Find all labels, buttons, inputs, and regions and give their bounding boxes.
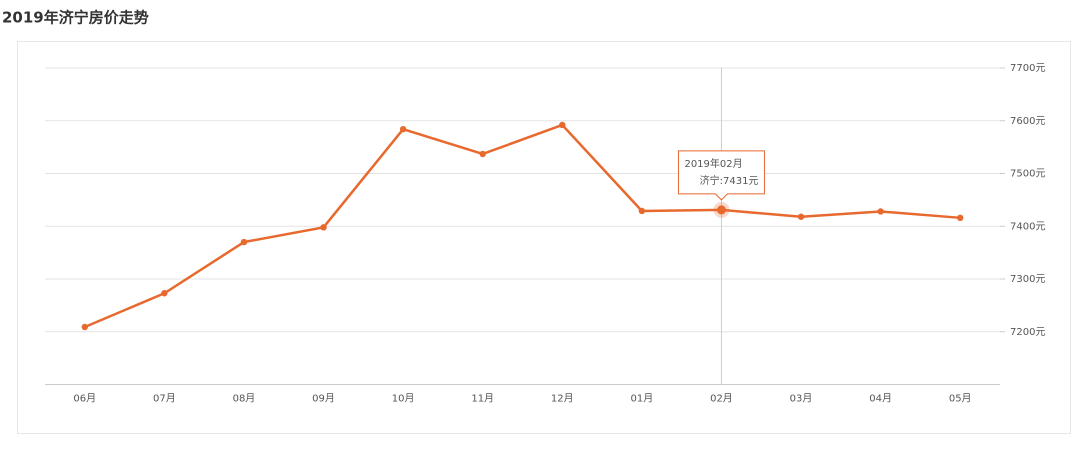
x-tick-label: 12月	[551, 393, 574, 405]
x-tick-label: 05月	[949, 393, 972, 405]
point	[877, 208, 884, 215]
x-tick-label: 01月	[631, 393, 654, 405]
tooltip-label: 济宁:7431元	[700, 174, 759, 187]
x-tick-label: 04月	[869, 393, 892, 405]
point	[957, 214, 964, 222]
y-tick-label: 7300元	[1010, 274, 1045, 285]
point	[716, 205, 726, 215]
y-tick-label: 7400元	[1010, 221, 1045, 232]
point	[81, 323, 88, 331]
point	[240, 238, 248, 246]
point	[161, 290, 168, 297]
point	[399, 125, 407, 133]
x-tick-label: 09月	[312, 393, 335, 405]
y-tick-label: 7700元	[1010, 63, 1045, 74]
y-tick-label: 7600元	[1010, 116, 1045, 127]
x-tick-label: 10月	[392, 393, 415, 405]
y-tick-label: 7500元	[1010, 169, 1045, 180]
tooltip-box	[677, 150, 765, 201]
chart-title: 2019年济宁房价走势	[2, 9, 149, 27]
point	[638, 207, 646, 215]
x-tick-label: 07月	[153, 393, 176, 405]
x-tick-label: 03月	[790, 393, 813, 405]
point	[797, 213, 805, 220]
chart-frame	[17, 41, 1071, 434]
x-tick-label: 08月	[233, 393, 256, 405]
line	[84, 123, 961, 329]
tooltip-title: 2019年02月	[684, 157, 742, 170]
point	[559, 121, 566, 129]
point	[320, 224, 327, 231]
point	[479, 150, 486, 158]
x-tick-label: 11月	[471, 393, 494, 405]
x-tick-label: 02月	[710, 393, 733, 405]
x-tick-label: 06月	[73, 393, 96, 405]
y-tick-label: 7200元	[1010, 327, 1045, 338]
